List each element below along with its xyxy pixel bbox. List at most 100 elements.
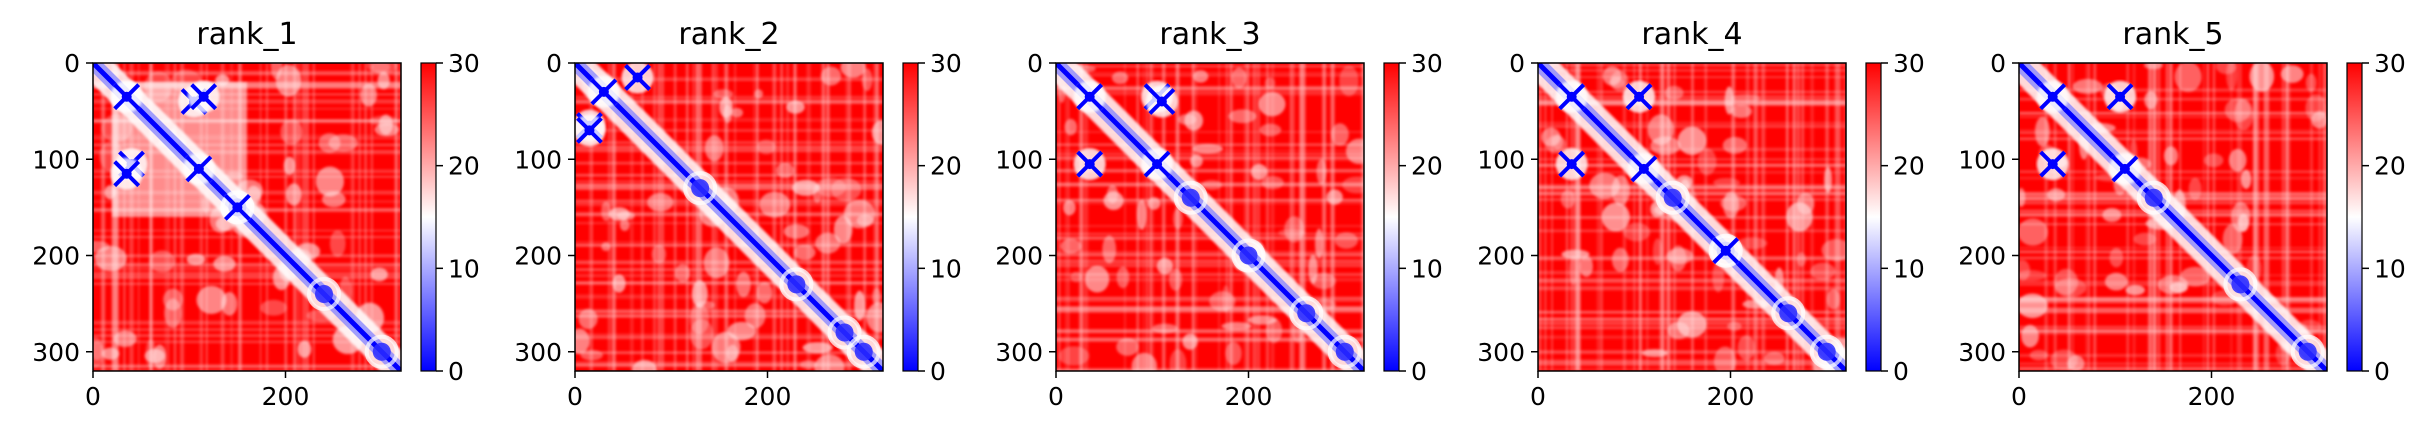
texture-patch [1641,349,1668,358]
texture-streak [2019,129,2327,132]
texture-patch [2222,224,2243,255]
texture-streak [1753,63,1758,371]
texture-streak [93,340,401,343]
texture-streak [806,63,808,371]
texture-patch [578,308,598,330]
texture-patch [280,119,303,145]
texture-streak [2126,63,2129,371]
texture-patch [1060,238,1082,254]
texture-patch [1250,163,1268,180]
texture-streak [1301,63,1306,371]
colorbar-tick-label: 10 [1411,254,1443,283]
texture-streak [93,334,401,337]
texture-streak [1244,63,1248,371]
texture-patch [2104,272,2128,291]
texture-streak [1056,93,1364,96]
texture-streak [692,63,695,371]
texture-patch [1331,123,1349,146]
y-tick-label: 200 [1477,242,1525,271]
colorbar-frame [1383,62,1400,372]
diagonal-core [1056,63,1364,371]
texture-streak [575,244,883,247]
diagonal-blob [2144,188,2163,207]
texture-patch [1720,195,1747,212]
y-tick-label: 300 [1958,338,2006,367]
texture-streak [2093,63,2097,371]
texture-patch [1697,148,1717,176]
texture-patch [1342,176,1364,194]
texture-patch [703,247,730,279]
texture-patch [1192,143,1223,154]
texture-streak [873,63,878,371]
hotspot-core [598,86,609,97]
texture-streak [575,294,883,296]
texture-patch [872,288,882,306]
texture-streak [1538,282,1846,284]
y-tick-label: 200 [32,242,80,271]
texture-patch [1102,235,1117,264]
texture-streak [301,63,305,371]
texture-streak [1079,63,1083,371]
texture-streak [575,244,883,246]
texture-streak [1757,63,1759,371]
heatmap [1538,63,1846,371]
texture-patch [370,267,388,282]
texture-streak [1080,63,1084,371]
texture-streak [1566,63,1568,371]
texture-patch [1103,191,1124,211]
texture-streak [293,63,297,371]
colorbar-tick-label: 30 [2374,49,2406,78]
diagonal-blob [854,342,873,361]
texture-streak [575,314,883,318]
x-tick-label: 0 [1530,382,1546,411]
texture-streak [297,63,300,371]
diagonal-blob-ring [683,171,718,206]
texture-patch [1786,202,1813,232]
texture-patch [1713,346,1737,371]
texture-patch [2215,63,2237,75]
texture-streak [1056,262,1364,264]
texture-streak [1538,101,1846,106]
texture-patch [2054,278,2087,298]
axes-frame [1055,62,1365,372]
texture-streak [662,63,665,371]
diagonal-blob-ring [1173,180,1208,215]
texture-patch [1058,346,1090,366]
x-tick-label: 0 [567,382,583,411]
texture-streak [575,174,883,177]
texture-patch [101,347,120,360]
texture-streak [659,63,664,371]
x-tick-label: 200 [2188,382,2236,411]
texture-streak [1056,251,1364,255]
texture-streak [575,310,883,313]
texture-streak [575,361,883,366]
texture-patch [1712,261,1725,293]
y-tick-label: 0 [1990,49,2006,78]
texture-patch [689,304,710,335]
texture-streak [2019,88,2327,92]
texture-streak [1289,63,1292,371]
texture-patch [2072,79,2103,94]
texture-patch [1568,255,1578,286]
texture-patch [691,280,708,308]
texture-streak [1056,329,1364,334]
texture-patch [719,96,733,118]
texture-patch [1111,71,1129,85]
texture-streak [575,161,883,165]
texture-streak [2318,63,2321,371]
texture-patch [783,224,810,239]
texture-patch [816,177,847,198]
texture-streak [1056,308,1364,313]
texture-patch [270,63,283,80]
texture-streak [807,63,811,371]
texture-patch [1264,77,1276,90]
texture-streak [2019,132,2327,134]
texture-patch [800,360,818,370]
diagonal-blob [691,179,710,198]
texture-streak [1544,63,1547,371]
texture-patch [2228,148,2247,172]
diagonal-core [2019,63,2327,371]
texture-patch [756,281,773,304]
